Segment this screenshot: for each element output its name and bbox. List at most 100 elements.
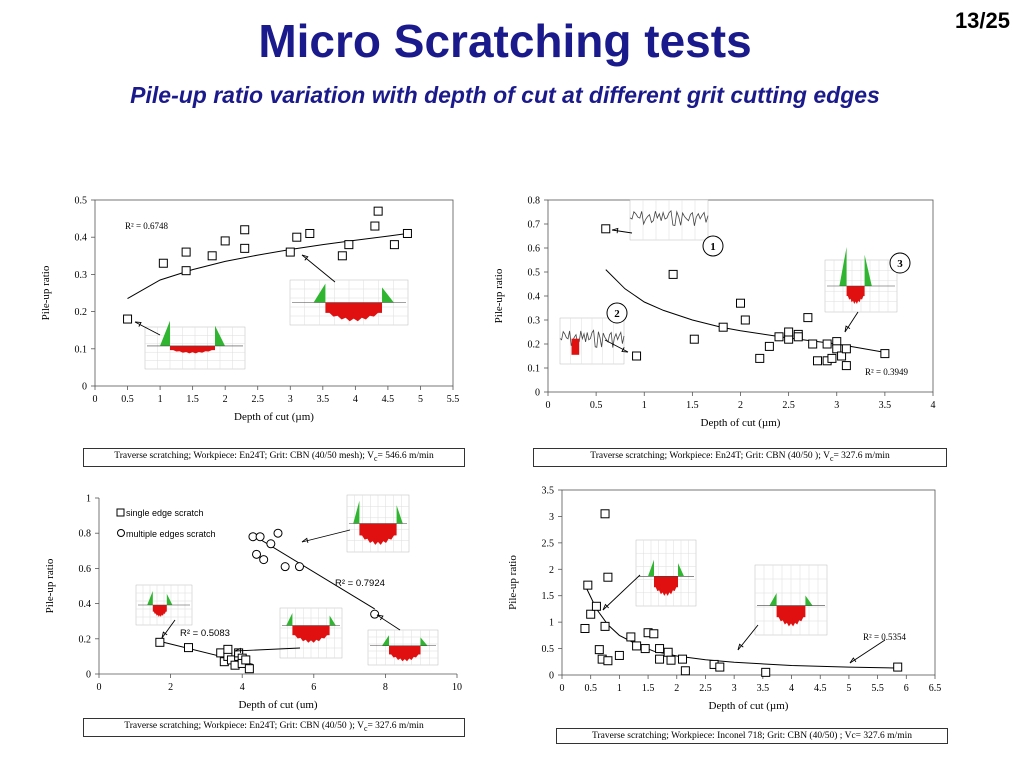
x-tick-label: 8 <box>383 682 388 693</box>
groove-profile <box>359 523 397 545</box>
data-point <box>583 580 593 590</box>
pileup-right <box>678 563 684 577</box>
caption-1-sub: c <box>373 453 378 463</box>
scratch-profile-inset <box>346 494 410 553</box>
x-tick-label: 4 <box>353 394 358 405</box>
data-point <box>292 232 302 242</box>
caption-chart-3: Traverse scratching; Workpiece: En24T; G… <box>83 718 465 737</box>
data-point-single <box>244 664 254 674</box>
pileup-right <box>215 325 225 346</box>
y-tick-label: 0.4 <box>75 233 88 244</box>
pointer-arrow <box>134 321 161 336</box>
data-point <box>285 247 295 257</box>
scratch-profile-inset <box>367 629 439 666</box>
scratch-profile-inset <box>635 539 697 607</box>
y-tick-label: 0.1 <box>75 344 88 355</box>
pointer-arrow <box>604 339 629 353</box>
data-point <box>678 654 688 664</box>
pointer-arrowhead <box>161 631 168 639</box>
data-point <box>774 332 784 342</box>
plot-frame <box>94 199 454 387</box>
pileup-left <box>353 500 360 524</box>
data-point <box>718 322 728 332</box>
x-axis-label: Depth of cut (µm) <box>709 700 789 712</box>
scratch-profile-inset <box>144 320 246 370</box>
groove-profile <box>846 286 865 304</box>
legend-marker-square <box>116 508 125 517</box>
y-tick-label: 0.6 <box>528 244 541 255</box>
caption-2-b: = 327.6 m/min <box>833 451 890 461</box>
x-axis-label: Depth of cut (um) <box>238 699 317 711</box>
caption-3-sub: c <box>363 723 368 733</box>
r-squared-multiple: R² = 0.7924 <box>335 578 385 589</box>
y-tick-label: 0.2 <box>528 340 541 351</box>
groove-profile <box>389 645 421 662</box>
pointer-arrow <box>376 614 401 631</box>
pileup-right <box>420 637 428 646</box>
data-point <box>655 644 665 654</box>
caption-3-a: Traverse scratching; Workpiece: En24T; G… <box>124 721 364 731</box>
x-tick-label: 5.5 <box>447 394 460 405</box>
data-point <box>373 206 383 216</box>
r-squared-label: R² = 0.6748 <box>125 221 169 231</box>
data-point <box>600 509 610 519</box>
x-tick-label: 2.5 <box>251 394 264 405</box>
y-tick-label: 0 <box>86 670 91 681</box>
pileup-left <box>160 320 170 346</box>
data-point <box>793 332 803 342</box>
x-tick-label: 3 <box>834 400 839 411</box>
pileup-left <box>313 283 326 303</box>
pointer-arrow <box>161 619 176 639</box>
data-point <box>240 243 250 253</box>
pointer-arrow <box>234 647 301 652</box>
legend-label-multiple: multiple edges scratch <box>126 529 216 539</box>
data-point <box>591 601 601 611</box>
x-tick-label: 3 <box>288 394 293 405</box>
data-point <box>666 655 676 665</box>
x-tick-label: 3.5 <box>317 394 330 405</box>
data-point <box>603 656 613 666</box>
pointer-arrowhead <box>844 325 851 333</box>
plot-frame <box>561 489 936 676</box>
pointer-arrowhead <box>134 321 142 327</box>
data-point-multiple <box>294 562 304 572</box>
y-tick-label: 2.5 <box>542 538 555 549</box>
x-tick-label: 4.5 <box>382 394 395 405</box>
y-axis-label: Pile-up ratio <box>40 265 52 320</box>
groove-profile <box>654 576 678 596</box>
profile-trace <box>629 209 709 226</box>
data-point <box>337 251 347 261</box>
caption-1-a: Traverse scratching; Workpiece: En24T; G… <box>114 451 374 461</box>
data-point <box>715 662 725 672</box>
data-point <box>655 654 665 664</box>
pileup-right <box>396 505 403 524</box>
caption-1-b: = 546.6 m/min <box>377 451 434 461</box>
caption-2-a: Traverse scratching; Workpiece: En24T; G… <box>590 451 830 461</box>
y-tick-label: 3.5 <box>542 486 555 497</box>
trend-line <box>127 233 408 300</box>
pileup-left <box>286 613 293 626</box>
caption-chart-2: Traverse scratching; Workpiece: En24T; G… <box>533 448 947 467</box>
slide-subtitle: Pile-up ratio variation with depth of cu… <box>130 82 880 108</box>
legend-label-single: single edge scratch <box>126 508 204 518</box>
x-tick-label: 1.5 <box>186 394 199 405</box>
y-tick-label: 0 <box>82 382 87 393</box>
x-tick-label: 10 <box>452 682 462 693</box>
data-point <box>808 339 818 349</box>
data-point <box>370 221 380 231</box>
y-tick-label: 0.2 <box>79 634 92 645</box>
y-tick-label: 0.2 <box>75 307 88 318</box>
r-squared-label: R² = 0.5354 <box>863 632 907 642</box>
data-point-single <box>155 637 165 647</box>
data-point <box>614 650 624 660</box>
callout-circle <box>889 252 911 274</box>
y-tick-label: 2 <box>549 565 554 576</box>
data-point <box>594 645 604 655</box>
scratch-profile-inset <box>629 199 709 241</box>
data-point <box>123 314 133 324</box>
data-point <box>158 258 168 268</box>
chart-3: 0 2 4 6 8 10 0 0.2 0.4 0.6 0.8 1 Depth of cut (um) Pi… <box>44 494 462 712</box>
pileup-right <box>166 593 173 605</box>
x-tick-label: 0 <box>546 400 551 411</box>
scratch-profile-inset <box>754 564 828 636</box>
